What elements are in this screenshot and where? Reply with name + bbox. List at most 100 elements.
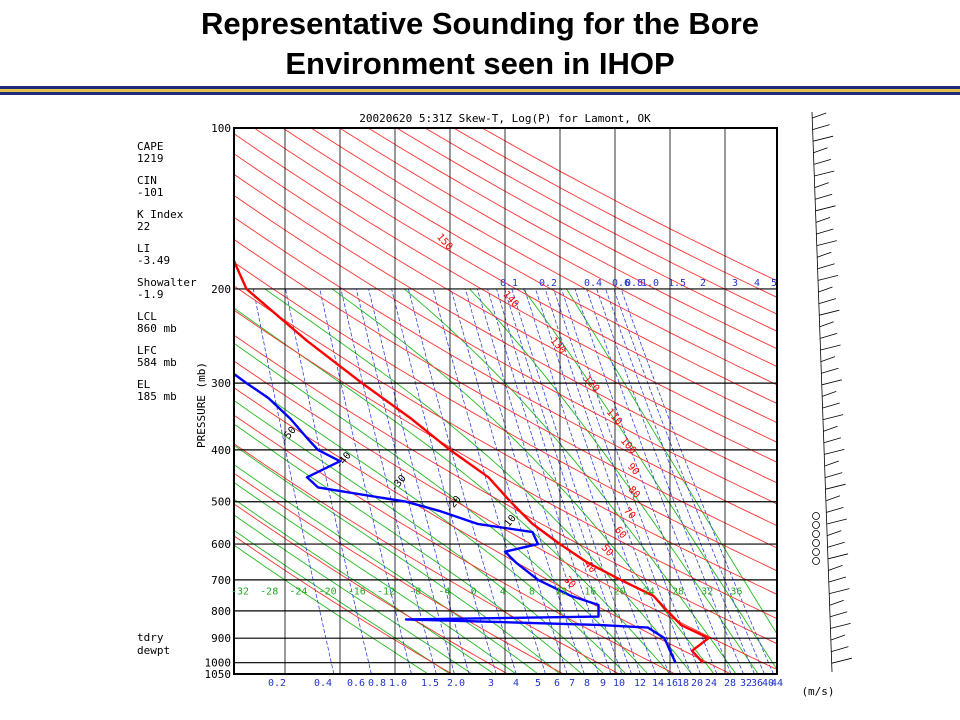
isotherm-label: -40: [334, 450, 354, 471]
wind-barb: [812, 135, 834, 142]
green-temp-label: -20: [319, 586, 337, 597]
green-temp-label: -4: [438, 586, 450, 597]
mixing-ratio-bottom-label: 0.6: [347, 678, 365, 689]
green-temp-label: 36: [730, 586, 742, 597]
mixing-ratio-top-label: 0.6: [612, 278, 630, 289]
dry-adiabat-260: [234, 503, 508, 674]
moist-adiabat: [234, 544, 429, 674]
pressure-axis-label: PRESSURE (mb): [195, 362, 208, 448]
mixing-ratio-top-label: 2: [700, 278, 706, 289]
wind-barb: [831, 646, 849, 652]
dry-adiabat-300: [234, 387, 731, 674]
pressure-tick-400: 400: [211, 444, 231, 457]
dry-adiabat-430: [282, 128, 777, 405]
mixing-ratio-10: [511, 288, 641, 674]
moist-adiabat: [234, 423, 583, 674]
wind-barb: [812, 112, 827, 119]
moist-adiabat: [404, 288, 737, 674]
dry-adiabat-270: [234, 472, 564, 674]
moist-adiabat: [234, 498, 495, 674]
mixing-ratio-bottom-label: 18: [677, 678, 689, 689]
index-name: CAPE: [137, 140, 164, 153]
mixing-ratio-bottom-label: 40: [762, 678, 774, 689]
wind-barb: [827, 553, 849, 560]
green-temp-label: -12: [377, 586, 395, 597]
green-temp-label: 20: [614, 586, 626, 597]
dry-adiabat-460: [367, 128, 777, 350]
mixing-ratio-36: [605, 288, 755, 674]
calm-wind-marker: [812, 557, 820, 565]
theta-label: 150: [434, 232, 454, 253]
green-temp-label: -28: [260, 586, 278, 597]
pressure-tick-600: 600: [211, 538, 231, 551]
moist-adiabat: [332, 288, 715, 674]
mixing-ratio-bottom-label: 0.2: [268, 678, 286, 689]
wind-barb: [827, 541, 845, 548]
wind-barb: [815, 193, 833, 200]
wind-barb: [819, 309, 840, 316]
moist-adiabat: [566, 288, 777, 635]
dry-adiabat-290: [234, 414, 676, 674]
wind-barb: [822, 402, 840, 409]
slide-title-line-1: Representative Sounding for the Bore: [200, 6, 760, 41]
wind-barb: [813, 159, 831, 165]
wind-barb: [822, 414, 844, 420]
index-name: Showalter: [137, 276, 197, 289]
mixing-ratio-7: [487, 288, 612, 674]
index-value: 185 mb: [137, 390, 177, 403]
index-name: EL: [137, 378, 151, 391]
moist-adiabat: [234, 529, 451, 674]
mixing-ratio-bottom-label: 4: [513, 678, 519, 689]
pressure-tick-200: 200: [211, 283, 231, 296]
mixing-ratio-4: [450, 288, 568, 674]
wind-barb: [830, 634, 846, 641]
mixing-ratio-bottom-label: 1.5: [421, 678, 439, 689]
mixing-ratio-6: [476, 288, 599, 674]
mixing-ratio-bottom-label: 0.4: [314, 678, 332, 689]
moist-adiabat: [234, 399, 605, 674]
wind-barb: [817, 263, 835, 270]
green-temp-label: 12: [555, 586, 567, 597]
wind-barb: [821, 379, 842, 386]
dry-adiabat-340: [234, 285, 777, 595]
wind-barb: [829, 588, 850, 594]
index-value: -3.49: [137, 254, 170, 267]
mixing-ratio-bottom-label: 1.0: [389, 678, 407, 689]
mixing-ratio-bottom-label: 10: [613, 678, 625, 689]
legend-dewpt: dewpt: [137, 644, 170, 657]
calm-wind-marker: [812, 539, 820, 547]
dry-adiabat-440: [310, 128, 777, 386]
mixing-ratio-bottom-label: 44: [771, 678, 783, 689]
chart-title: 20020620 5:31Z Skew-T, Log(P) for Lamont…: [359, 112, 651, 125]
dry-adiabat-330: [234, 309, 777, 620]
mixing-ratio-bottom-label: 6: [554, 678, 560, 689]
index-name: LCL: [137, 310, 157, 323]
dry-adiabat-360: [234, 238, 777, 549]
calm-wind-marker: [812, 521, 820, 529]
dry-adiabat-250: [234, 535, 453, 674]
moist-adiabat: [234, 342, 649, 674]
mixing-ratio-40: [613, 288, 765, 674]
calm-wind-marker: [812, 548, 820, 556]
wind-barb: [824, 449, 845, 455]
isobars: [234, 128, 777, 674]
mixing-ratio-bottom-label: 36: [751, 678, 763, 689]
wind-barb: [816, 228, 834, 235]
wind-barb: [818, 286, 833, 293]
mixing-ratio-2: [408, 288, 517, 674]
mixing-ratio-bottom-label: 3: [488, 678, 494, 689]
mixing-ratio-bottom-label: 14: [652, 678, 664, 689]
mixing-ratio-14: [535, 288, 670, 674]
mixing-ratio-top-label: 0.8: [625, 278, 643, 289]
wind-barb: [820, 333, 838, 339]
mixing-ratio-top-label: 0.2: [539, 278, 557, 289]
wind-barb: [823, 437, 842, 444]
green-temp-label: 28: [672, 586, 684, 597]
wind-barb: [812, 124, 830, 130]
wind-barb: [820, 344, 841, 351]
dry-adiabat-390: [234, 173, 777, 484]
mixing-ratio-0.1: [252, 288, 335, 674]
index-value: -1.9: [137, 288, 164, 301]
mixing-ratio-bottom-label: 16: [666, 678, 678, 689]
